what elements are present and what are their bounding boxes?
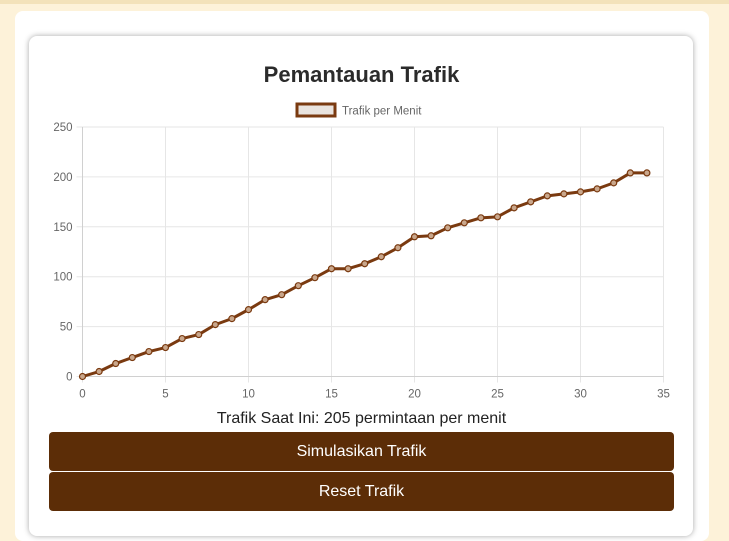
data-point <box>161 343 170 352</box>
data-point <box>543 192 551 200</box>
traffic-line-chart: 0 50 100 150 200 250 0 5 10 15 20 25 30 35 Trafik per… <box>53 102 670 401</box>
data-point <box>211 321 219 329</box>
x-tick-label: 5 <box>162 389 168 401</box>
page-top-band <box>0 0 729 4</box>
x-tick-label: 20 <box>408 389 421 401</box>
data-point <box>327 265 336 273</box>
data-point <box>112 359 120 368</box>
x-tick-label: 15 <box>325 389 338 401</box>
data-point <box>626 169 634 177</box>
data-point <box>244 306 253 314</box>
data-point <box>195 330 203 339</box>
data-point <box>361 260 369 268</box>
y-tick-label: 100 <box>53 272 72 284</box>
x-tick-label: 30 <box>574 389 587 401</box>
data-point <box>278 291 286 299</box>
data-point <box>145 347 153 356</box>
y-tick-label: 150 <box>53 222 72 234</box>
data-point <box>576 188 585 196</box>
y-tick-label: 50 <box>60 322 73 334</box>
x-tick-label: 10 <box>242 389 255 401</box>
chart-axes: 0 50 100 150 200 250 0 5 10 15 20 25 30 35 <box>53 122 670 401</box>
y-tick-label: 250 <box>53 122 72 134</box>
data-point <box>444 224 452 232</box>
data-point <box>311 274 319 282</box>
data-point <box>460 219 468 227</box>
data-point <box>261 296 269 304</box>
data-point <box>493 213 502 221</box>
data-point <box>228 315 236 323</box>
chart-series <box>78 169 651 381</box>
data-point <box>527 198 535 206</box>
x-tick-label: 0 <box>79 389 85 401</box>
y-tick-label: 0 <box>66 372 72 384</box>
legend-label: Trafik per Menit <box>342 106 422 118</box>
chart-legend: Trafik per Menit <box>295 102 422 118</box>
data-point <box>394 244 402 252</box>
data-point <box>510 204 518 212</box>
data-point <box>643 169 651 177</box>
reset-traffic-button[interactable]: Reset Trafik <box>49 472 674 511</box>
data-point <box>377 253 385 261</box>
data-point <box>95 367 103 376</box>
data-point <box>344 265 352 273</box>
y-tick-label: 200 <box>53 172 72 184</box>
x-tick-label: 25 <box>491 389 504 401</box>
data-point <box>128 353 136 362</box>
x-tick-label: 35 <box>657 389 670 401</box>
current-traffic-status: Trafik Saat Ini: 205 permintaan per meni… <box>216 410 507 427</box>
data-point <box>294 282 302 290</box>
data-point <box>610 179 618 187</box>
data-point <box>593 185 601 193</box>
data-point <box>78 372 87 381</box>
simulate-traffic-button[interactable]: Simulasikan Trafik <box>49 432 674 471</box>
data-point <box>560 190 568 198</box>
data-point <box>427 232 435 240</box>
data-point <box>410 233 419 241</box>
data-point <box>178 334 186 343</box>
page-title: Pemantauan Trafik <box>263 62 460 87</box>
legend-swatch <box>295 102 337 118</box>
data-point <box>477 214 485 222</box>
